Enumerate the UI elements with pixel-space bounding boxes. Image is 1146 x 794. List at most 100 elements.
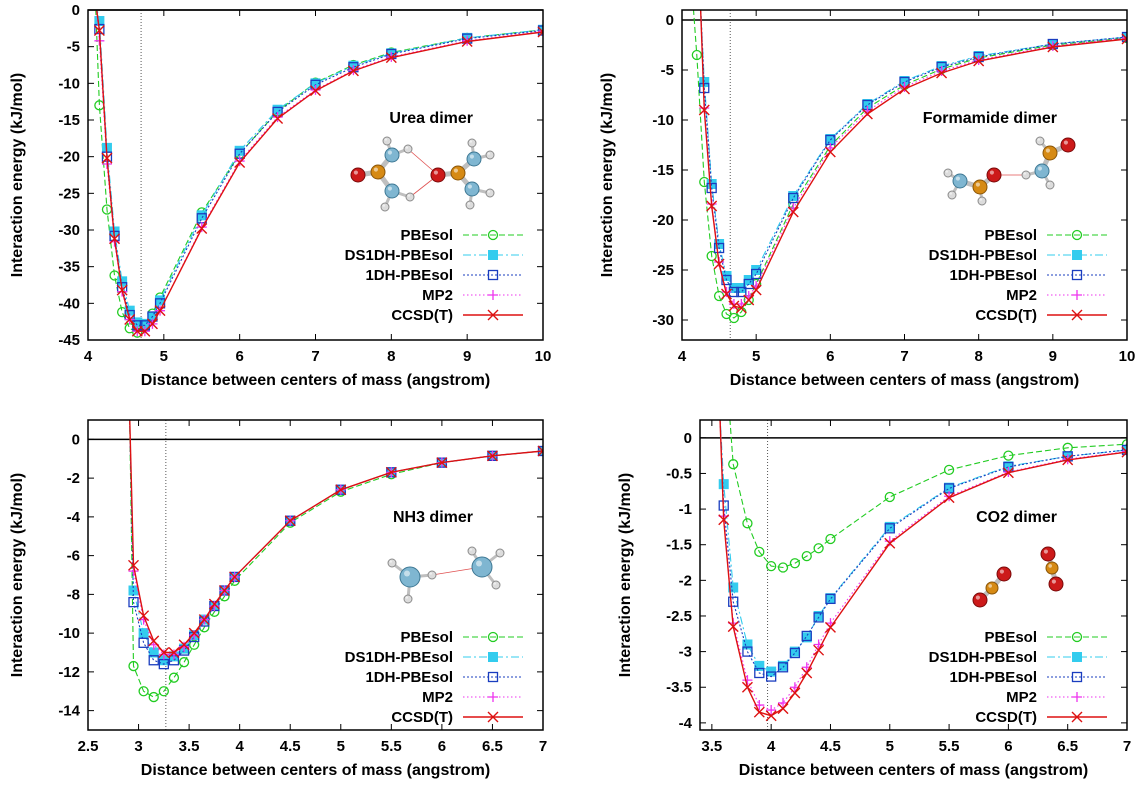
y-tick-label: -10 — [652, 112, 674, 129]
y-tick-label: -5 — [67, 39, 80, 56]
chart-panel-3: 2.5 3 3.5 4 4.5 5 5.5 6 6.5 7 0 -2 -4 -6 -8 -10 -12 -14 Di… — [9, 419, 547, 779]
atom-highlight — [389, 560, 392, 563]
data-point-ccsd-t- — [884, 537, 896, 549]
data-point-ccsd-t- — [537, 26, 543, 38]
data-point-1dh-pbesol — [537, 25, 543, 36]
data-point-1dh-pbesol — [788, 192, 799, 204]
x-tick-label: 3 — [134, 738, 142, 755]
x-tick-label: 9 — [1049, 348, 1057, 365]
data-point-ccsd-t- — [741, 681, 753, 693]
series-group — [128, 420, 543, 703]
data-point-ds1dh-pbesol — [155, 295, 166, 306]
data-point-mp2 — [742, 675, 753, 686]
data-point-1dh-pbesol — [128, 596, 139, 608]
data-point-ccsd-t- — [753, 706, 765, 718]
atom-highlight — [469, 154, 474, 159]
y-tick-label: -6 — [67, 548, 80, 565]
data-point-1dh-pbesol — [884, 523, 895, 534]
data-point-pbesol — [884, 491, 895, 503]
data-point-ccsd-t- — [824, 146, 836, 158]
x-tick-label: 9 — [463, 348, 471, 365]
legend-marker — [487, 229, 499, 241]
legend-label: DS1DH-PBEsol — [929, 247, 1037, 264]
legend-marker — [1071, 711, 1083, 723]
atom-highlight — [955, 176, 960, 181]
y-axis-title: Interaction energy (kJ/mol) — [9, 73, 26, 278]
data-point-1dh-pbesol — [728, 596, 739, 607]
atom-highlight — [989, 170, 994, 175]
x-tick-label: 4.5 — [820, 738, 841, 755]
data-point-1dh-pbesol — [777, 662, 789, 673]
atom-h — [467, 546, 477, 556]
data-point-pbesol — [148, 691, 159, 703]
legend-label: 1DH-PBEsol — [365, 669, 453, 686]
data-point-ccsd-t- — [178, 639, 190, 651]
data-point-ccsd-t- — [936, 67, 948, 79]
atom-highlight — [405, 596, 408, 599]
atom-highlight — [999, 569, 1004, 574]
atom-h — [403, 144, 413, 154]
atom-o — [350, 167, 366, 183]
y-tick-label: 0 — [72, 2, 80, 19]
data-point-ccsd-t- — [765, 710, 777, 722]
atom-o — [1048, 576, 1064, 592]
atom-highlight — [487, 190, 490, 193]
x-tick-label: 10 — [535, 348, 552, 365]
legend-label: CCSD(T) — [391, 307, 453, 324]
data-point-ds1dh-pbesol — [742, 639, 753, 650]
data-point-ccsd-t- — [1002, 467, 1014, 479]
x-tick-label: 6.5 — [1057, 738, 1078, 755]
data-point-ccsd-t- — [787, 206, 799, 218]
data-point-ccsd-t- — [706, 200, 718, 212]
data-point-pbesol — [691, 49, 702, 61]
x-tick-label: 4 — [678, 348, 687, 365]
data-point-ccsd-t- — [861, 108, 873, 120]
atom-highlight — [975, 182, 980, 187]
atom-n — [464, 181, 480, 197]
data-point-1dh-pbesol — [148, 655, 159, 666]
data-point-ccsd-t- — [943, 492, 955, 504]
y-tick-label: -3.5 — [666, 679, 692, 696]
data-point-1dh-pbesol — [742, 646, 753, 657]
x-tick-label: 7 — [1123, 738, 1131, 755]
atom-n — [399, 566, 421, 588]
molecule-illustration — [972, 546, 1064, 608]
legend-label: PBEsol — [400, 629, 453, 646]
x-axis-title: Distance between centers of mass (angstr… — [730, 372, 1079, 389]
y-tick-label: -15 — [652, 162, 674, 179]
data-point-ccsd-t- — [698, 104, 710, 116]
data-point-ccsd-t- — [728, 300, 740, 312]
data-point-mp2 — [778, 697, 789, 708]
atom-highlight — [469, 548, 472, 551]
data-point-ds1dh-pbesol — [139, 318, 150, 329]
x-tick-label: 7 — [900, 348, 908, 365]
atom-highlight — [1037, 166, 1042, 171]
atom-o — [986, 167, 1002, 183]
atom-h — [1021, 170, 1031, 180]
series-group — [691, 10, 1127, 324]
molecule-illustration — [387, 546, 505, 604]
x-axis-title: Distance between centers of mass (angstr… — [739, 762, 1088, 779]
series-line-ds1dh-pbesol — [719, 420, 1127, 673]
legend-marker — [487, 309, 499, 321]
atom-highlight — [469, 140, 472, 143]
atom-o — [972, 592, 988, 608]
atom-highlight — [1023, 172, 1026, 175]
x-tick-label: 5.5 — [381, 738, 402, 755]
legend-marker — [1071, 671, 1083, 683]
data-point-ccsd-t- — [713, 258, 725, 270]
y-tick-label: -0.5 — [666, 465, 692, 482]
atom-h — [387, 558, 397, 568]
data-point-ds1dh-pbesol — [813, 610, 824, 621]
series-line-ccsd-t- — [719, 420, 1127, 717]
data-point-ds1dh-pbesol — [148, 647, 159, 658]
data-point-1dh-pbesol — [754, 667, 765, 679]
data-point-pbesol — [728, 312, 740, 324]
y-tick-label: -4 — [67, 509, 81, 526]
x-tick-label: 4 — [767, 738, 776, 755]
data-point-ccsd-t- — [721, 288, 732, 300]
series-line-pbesol — [95, 10, 543, 334]
y-tick-label: -35 — [58, 259, 80, 276]
chart-panel-4: 3.5 4 4.5 5 5.5 6 6.5 7 0 -0.5 -1 -1.5 -2 -2.5 -3 -3.5 -… — [617, 419, 1131, 779]
data-point-ccsd-t- — [234, 157, 246, 169]
